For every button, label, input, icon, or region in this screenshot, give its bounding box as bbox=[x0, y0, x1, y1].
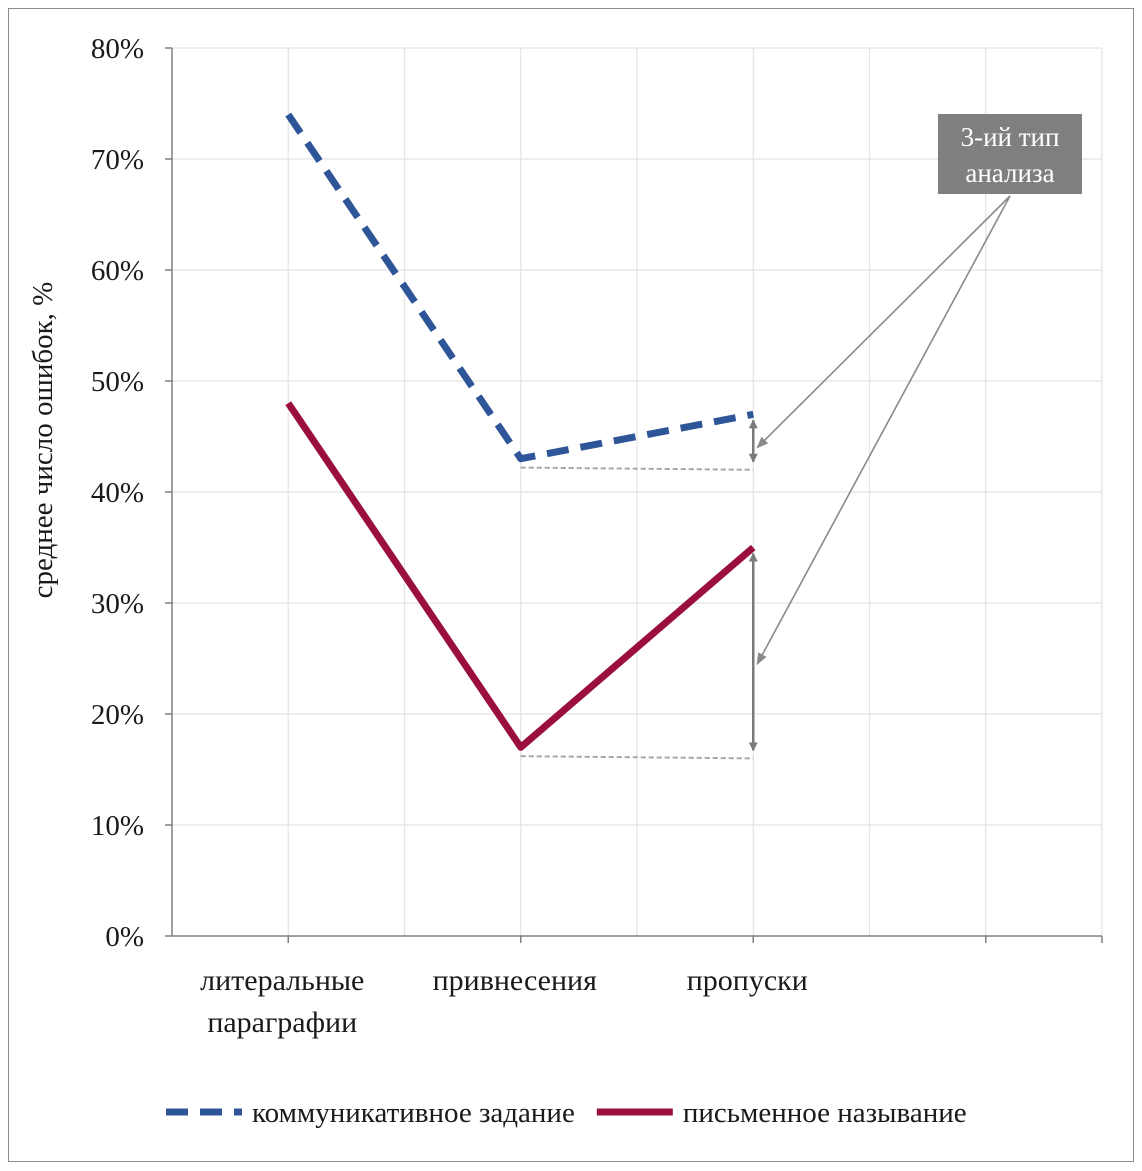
x-tick-label: параграфии bbox=[207, 1006, 357, 1039]
reference-line bbox=[520, 466, 754, 471]
legend-label: коммуникативное задание bbox=[252, 1097, 575, 1129]
y-tick-label: 80% bbox=[91, 33, 144, 65]
chart-frame bbox=[8, 8, 1134, 1162]
y-tick-label: 60% bbox=[91, 255, 144, 287]
reference-lines bbox=[520, 466, 754, 760]
y-tick-label: 40% bbox=[91, 477, 144, 509]
y-tick-label: 30% bbox=[91, 588, 144, 620]
annotation-text: анализа bbox=[965, 158, 1054, 188]
axes bbox=[165, 47, 1103, 943]
reference-line bbox=[520, 755, 754, 760]
series-lines bbox=[285, 112, 756, 751]
y-axis-label: среднее число ошибок, % bbox=[27, 282, 59, 599]
annotation-group: 3-ий тип анализа bbox=[756, 114, 1082, 666]
y-tick-label: 20% bbox=[91, 699, 144, 731]
x-tick-label: пропуски bbox=[687, 964, 808, 997]
x-tick-labels: литеральные параграфии привнесения пропуски bbox=[200, 964, 808, 1039]
legend: коммуникативное задание письменное называ… bbox=[166, 1097, 967, 1129]
x-tick-label: привнесения bbox=[433, 964, 597, 997]
y-tick-label: 0% bbox=[105, 921, 144, 953]
y-tick-labels: 0% 10% 20% 30% 40% 50% 60% 70% 80% bbox=[91, 33, 144, 953]
x-tick-label: литеральные bbox=[200, 964, 364, 997]
annotation-text: 3-ий тип bbox=[961, 122, 1060, 152]
y-tick-label: 10% bbox=[91, 810, 144, 842]
y-tick-label: 50% bbox=[91, 366, 144, 398]
annotation-box bbox=[938, 114, 1082, 194]
annotation-pointer bbox=[756, 195, 1011, 449]
y-tick-label: 70% bbox=[91, 144, 144, 176]
annotation-pointer bbox=[756, 195, 1011, 666]
legend-label: письменное называние bbox=[683, 1097, 967, 1129]
